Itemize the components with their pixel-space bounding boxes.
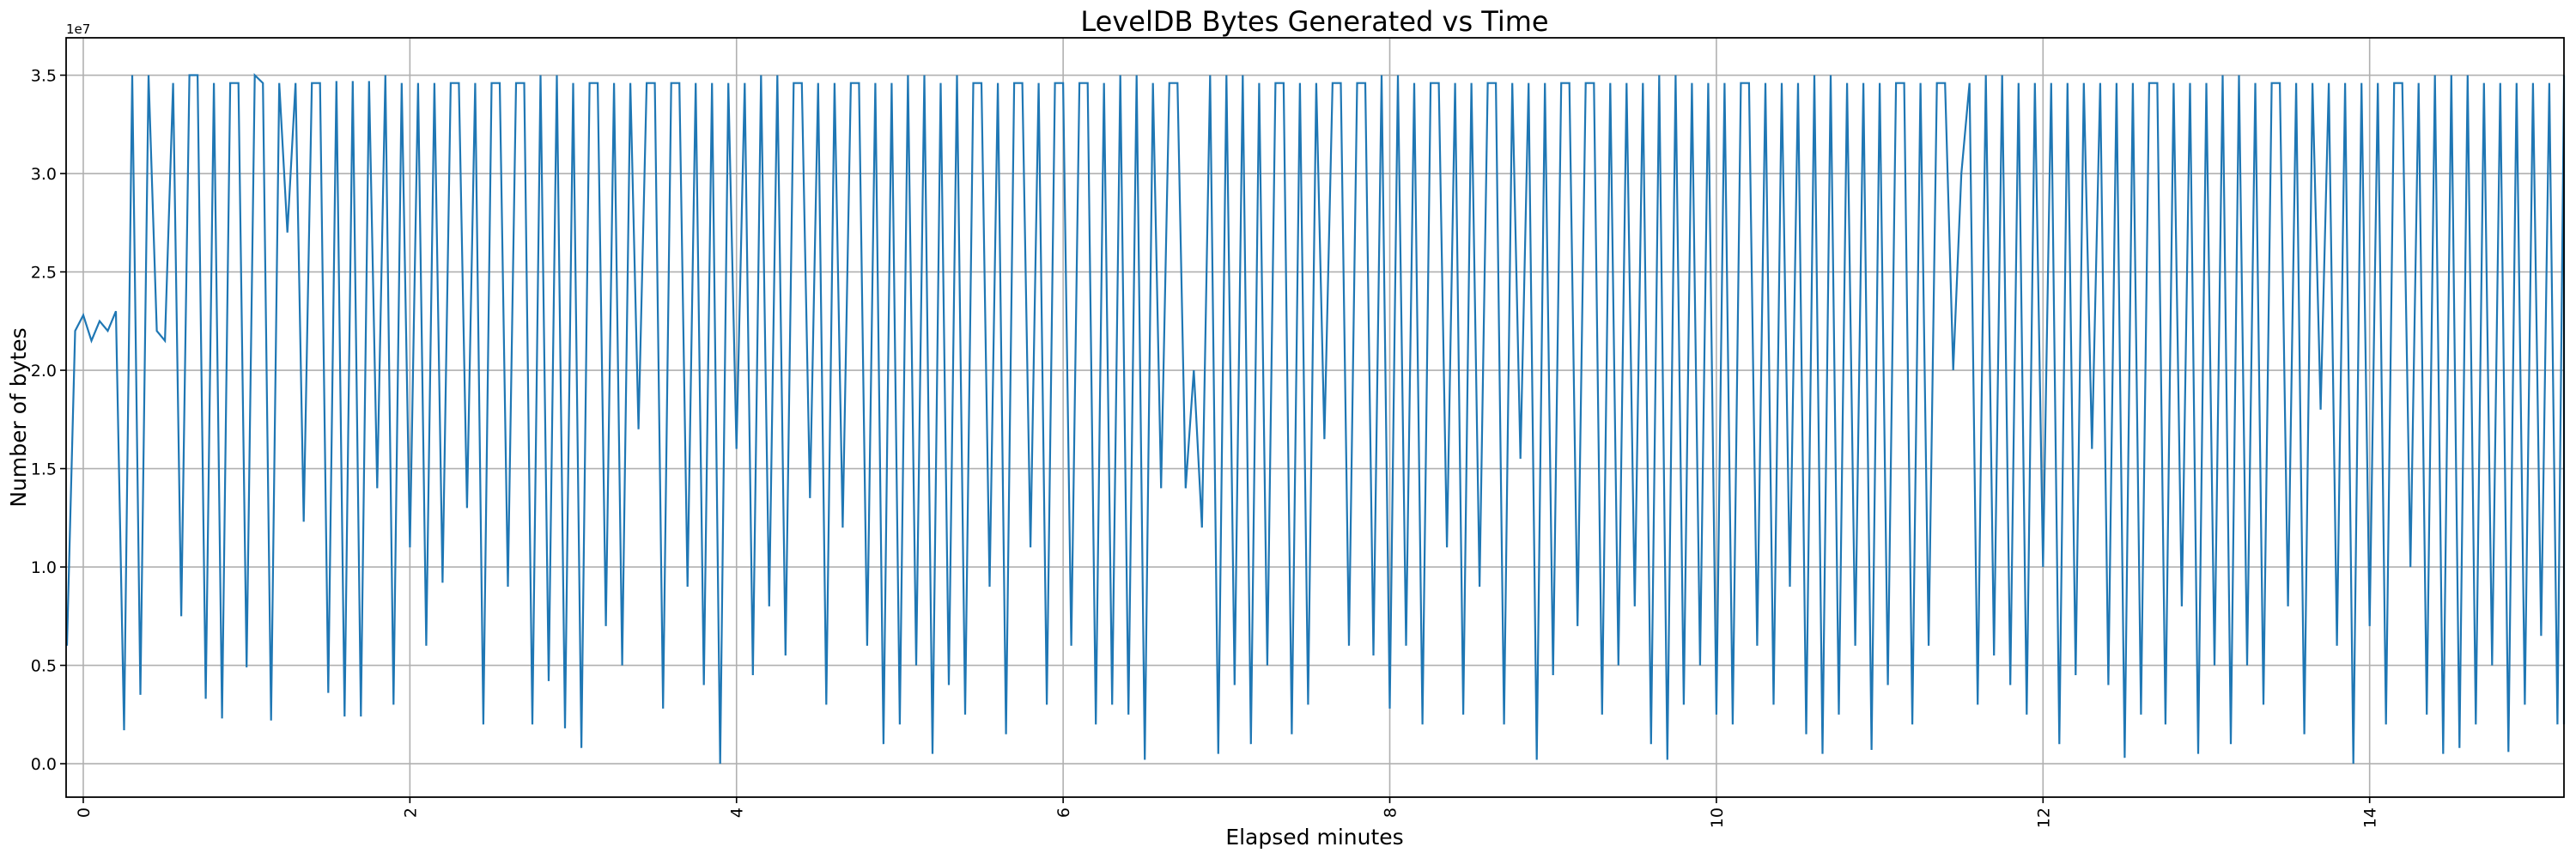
x-tick-label: 10 (1708, 807, 1727, 828)
y-axis-label: Number of bytes (6, 327, 31, 507)
y-tick-label: 3.5 (31, 67, 57, 86)
x-axis-label: Elapsed minutes (1225, 825, 1403, 850)
x-tick-label: 0 (75, 807, 94, 818)
y-tick-label: 1.5 (31, 460, 57, 479)
x-tick-label: 6 (1054, 807, 1073, 818)
ticks: 0 2 4 6 8 10 12 14 0.0 0.5 1.0 1.5 2.0 2.5 3.0 3.5 (31, 67, 2380, 829)
plot-frame (65, 37, 2565, 798)
x-tick-label: 8 (1382, 807, 1400, 818)
series-line-bytes (65, 72, 2566, 765)
y-tick-label: 0.5 (31, 657, 57, 676)
y-tick-label: 3.0 (31, 165, 57, 184)
chart-title: LevelDB Bytes Generated vs Time (1080, 5, 1548, 38)
x-tick-label: 4 (728, 807, 747, 818)
y-tick-label: 0.0 (31, 755, 57, 774)
y-tick-label: 1.0 (31, 558, 57, 577)
x-tick-label: 2 (401, 807, 420, 818)
x-tick-label: 12 (2034, 807, 2053, 828)
y-tick-label: 2.5 (31, 264, 57, 283)
y-tick-label: 2.0 (31, 362, 57, 381)
grid (66, 38, 2564, 797)
x-tick-label: 14 (2361, 807, 2380, 828)
y-offset-text: 1e7 (66, 21, 90, 37)
